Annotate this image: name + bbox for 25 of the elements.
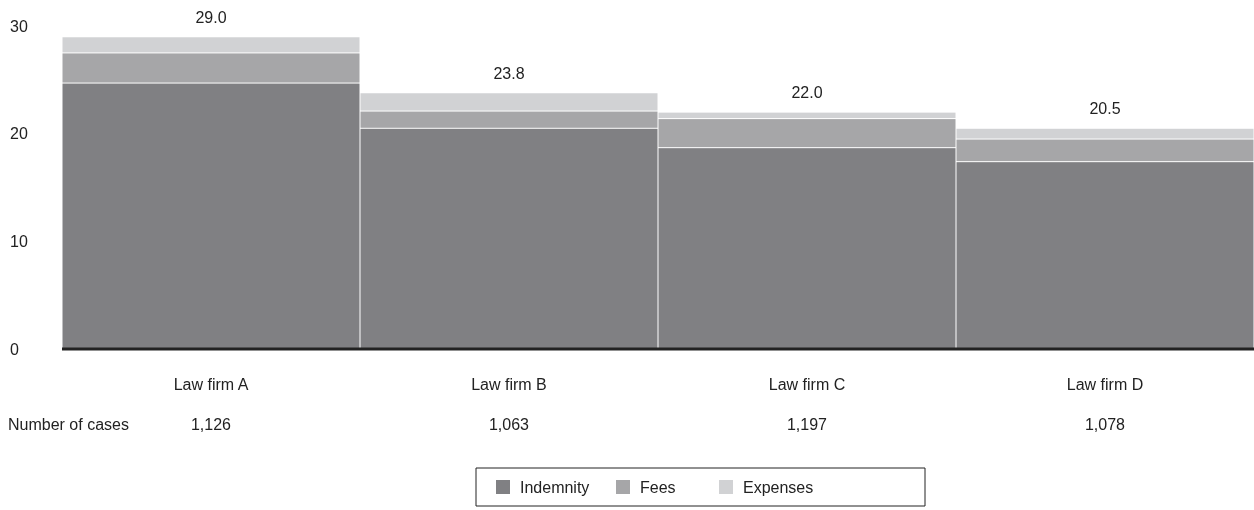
y-tick-label: 20 [10, 125, 28, 143]
bar [62, 37, 360, 53]
legend-label: Expenses [743, 478, 814, 496]
total-label: 23.8 [493, 64, 525, 82]
y-tick-label: 10 [10, 232, 28, 250]
y-tick-label: 0 [10, 340, 19, 358]
total-label: 29.0 [195, 8, 227, 26]
text: 1,197 [786, 416, 828, 433]
bar [62, 53, 360, 83]
x-tick-label: Law firm A [173, 376, 249, 393]
x-tick-label: Law firm C [768, 376, 846, 393]
x-tick-label: Law firm D [1066, 376, 1144, 393]
text: 1,126 [190, 416, 232, 433]
total-label: 20.5 [1089, 100, 1121, 118]
text: Number of cases [8, 416, 129, 433]
y-tick-label: 30 [10, 17, 28, 35]
text: 1,078 [1084, 416, 1126, 433]
bar [658, 112, 956, 119]
legend-label: Fees [640, 478, 676, 496]
bar [360, 93, 658, 111]
legend-label: Indemnity [520, 478, 590, 496]
total-label: 22.0 [791, 84, 823, 102]
text: 1,063 [488, 416, 530, 433]
bar [956, 128, 1254, 139]
x-tick-label: Law firm B [471, 376, 547, 393]
